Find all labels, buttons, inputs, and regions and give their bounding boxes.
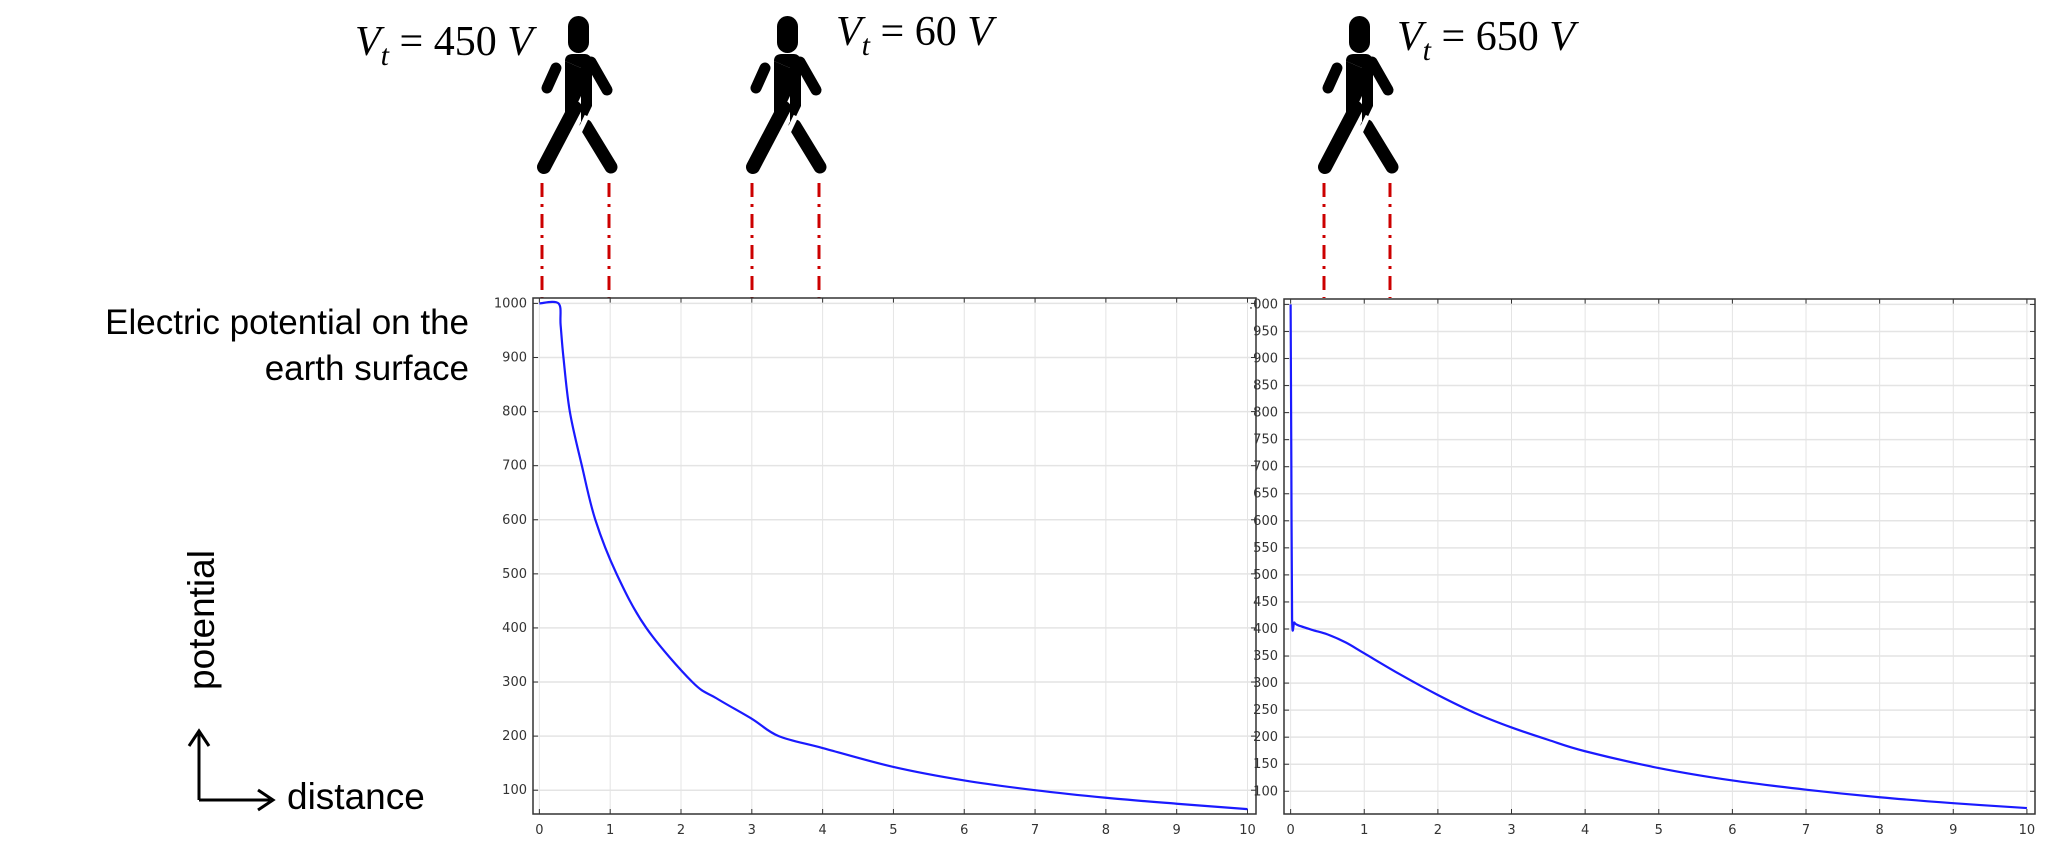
x-tick-label: 8: [1102, 823, 1110, 838]
touch-voltage-label-3: Vt = 650 V: [1397, 14, 1575, 67]
x-tick-label: 0: [535, 823, 543, 838]
x-tick-label: 9: [1173, 823, 1181, 838]
y-tick-label: 300: [502, 675, 527, 690]
y-tick-label: 150: [1253, 757, 1278, 772]
axes-arrow-icon: [187, 728, 276, 812]
y-tick-label: 400: [502, 621, 527, 636]
y-tick-label: 400: [1253, 622, 1278, 637]
title-line-1: Electric potential on the: [105, 303, 469, 342]
y-tick-label: 350: [1253, 649, 1278, 664]
x-tick-label: 2: [1434, 823, 1442, 838]
title-line-2: earth surface: [264, 349, 469, 388]
y-tick-label: 450: [1253, 595, 1278, 610]
x-tick-label: 0: [1286, 823, 1294, 838]
x-tick-label: 9: [1949, 823, 1957, 838]
y-tick-label: 500: [502, 567, 527, 582]
potential-curve: [1289, 304, 2027, 810]
x-tick-label: 7: [1802, 823, 1810, 838]
x-tick-label: 4: [1581, 823, 1589, 838]
y-tick-label: 900: [1253, 352, 1278, 367]
y-tick-label: 600: [1253, 514, 1278, 529]
y-tick-label: 900: [502, 350, 527, 365]
y-tick-label: 950: [1253, 324, 1278, 339]
x-tick-label: 6: [1728, 823, 1736, 838]
x-tick-label: 1: [1360, 823, 1368, 838]
plot-frame: [532, 297, 1257, 815]
y-tick-label: 500: [1253, 568, 1278, 583]
x-tick-label: 7: [1031, 823, 1039, 838]
potential-chart-left: 0 1 2 3 4 5 6 7 8 9 10 100 200 300 400 500 600 700 800 900 1…: [494, 296, 1257, 838]
y-tick-label: 750: [1253, 433, 1278, 448]
x-tick-label: 3: [748, 823, 756, 838]
touch-voltage-label-1: Vt = 450 V: [355, 19, 533, 72]
x-tick-label: 6: [960, 823, 968, 838]
y-tick-label: 300: [1253, 676, 1278, 691]
x-tick-label: 10: [1239, 823, 1256, 838]
x-tick-label: 4: [818, 823, 826, 838]
y-tick-label: 100: [1253, 784, 1278, 799]
y-tick-label: 550: [1253, 541, 1278, 556]
x-tick-label: 5: [889, 823, 897, 838]
plot-frame: [1283, 298, 2036, 815]
y-tick-label: 100: [502, 783, 527, 798]
y-tick-label: 600: [502, 513, 527, 528]
y-tick-label: 850: [1253, 379, 1278, 394]
y-tick-label: 800: [502, 405, 527, 420]
potential-curve: [539, 300, 1248, 811]
y-tick-label: 200: [1253, 730, 1278, 745]
y-tick-label: 1000: [1250, 297, 1278, 312]
distance-axis-label: distance: [287, 776, 425, 817]
touch-voltage-label-2: Vt = 60 V: [836, 9, 993, 62]
x-tick-label: 2: [677, 823, 685, 838]
y-tick-label: 200: [502, 729, 527, 744]
x-tick-label: 1: [606, 823, 614, 838]
plot-area: [533, 298, 1256, 814]
diagram-title: Electric potential on the earth surface: [0, 300, 469, 392]
y-tick-label: 1000: [494, 296, 527, 311]
x-tick-label: 3: [1507, 823, 1515, 838]
x-tick-label: 5: [1655, 823, 1663, 838]
y-tick-label: 250: [1253, 703, 1278, 718]
potential-chart-right: 0 1 2 3 4 5 6 7 8 9 10 100 150 200 250 300 350 400 450 500 5…: [1250, 297, 2036, 838]
y-tick-label: 650: [1253, 487, 1278, 502]
x-tick-label: 8: [1876, 823, 1884, 838]
y-tick-label: 800: [1253, 406, 1278, 421]
y-tick-label: 700: [1253, 460, 1278, 475]
x-tick-label: 10: [2019, 823, 2036, 838]
y-tick-label: 700: [502, 459, 527, 474]
